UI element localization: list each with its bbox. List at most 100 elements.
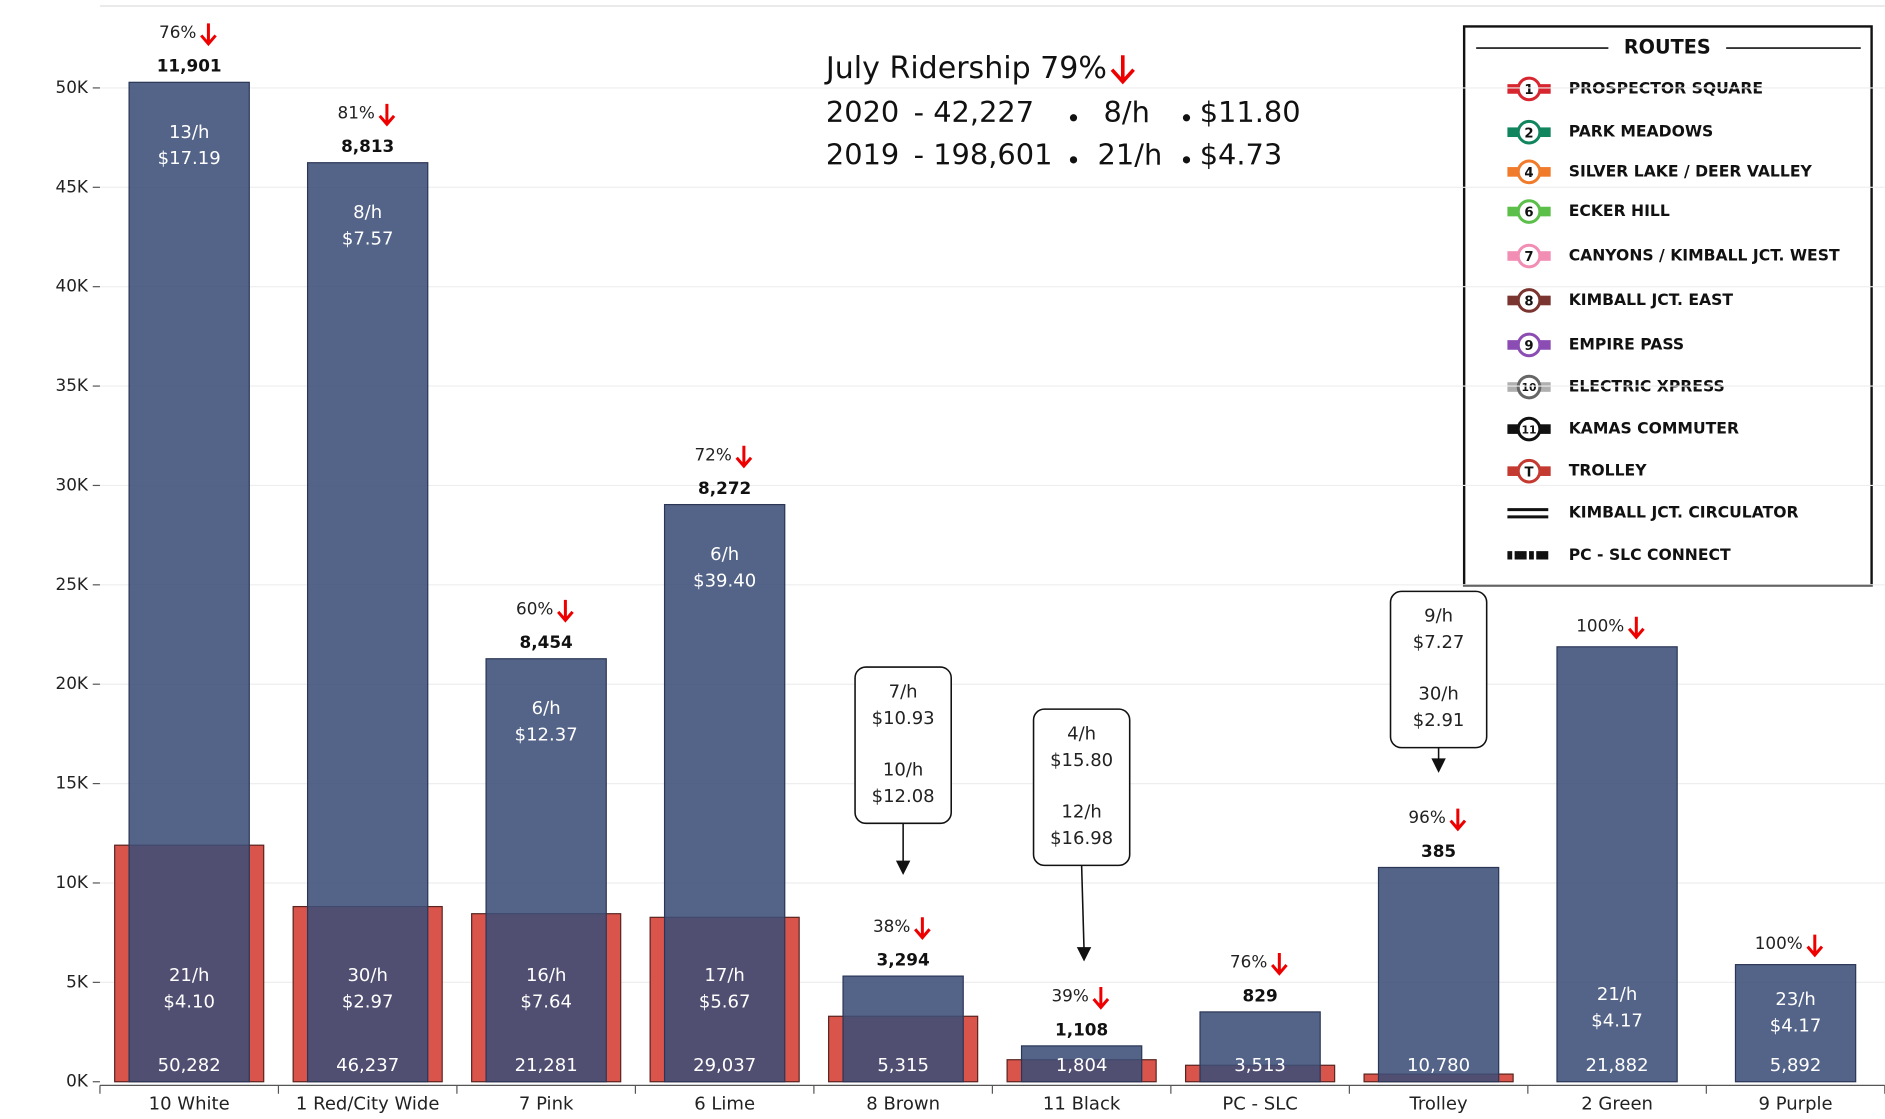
legend-icon xyxy=(1516,416,1542,442)
bar-2019 xyxy=(842,975,964,1083)
bar-note: $12.37 xyxy=(515,725,578,746)
legend-label: CANYONS / KIMBALL JCT. WEST xyxy=(1569,247,1840,265)
legend-label: KIMBALL JCT. EAST xyxy=(1569,291,1734,309)
bar-2019 xyxy=(485,658,607,1083)
bar-value-label: 21,281 xyxy=(515,1055,578,1076)
legend-label: KAMAS COMMUTER xyxy=(1569,420,1739,438)
callout-text: 12/h xyxy=(1061,802,1101,823)
bar-value-label: 11,901 xyxy=(157,56,222,76)
legend-icon-text: 9 xyxy=(1524,339,1533,354)
summary-cost: $4.73 xyxy=(1200,137,1283,171)
callout-text: 9/h xyxy=(1424,606,1453,627)
change-label: 81% xyxy=(338,102,375,122)
change-label: 96% xyxy=(1408,807,1445,827)
summary-rate: 8/h xyxy=(1104,95,1150,129)
down-arrow xyxy=(914,917,931,940)
down-arrow xyxy=(1449,808,1467,832)
bar-2019 xyxy=(1199,1011,1321,1083)
bar-note: 6/h xyxy=(710,544,739,565)
callout-text: 4/h xyxy=(1067,723,1096,744)
callout-arrowhead xyxy=(1431,758,1446,773)
bar-value-label: 3,294 xyxy=(877,949,930,969)
down-arrow xyxy=(1806,934,1824,958)
legend-icon xyxy=(1516,374,1542,400)
bar-value-label: 5,315 xyxy=(877,1055,929,1076)
x-tick-label: 10 White xyxy=(149,1094,230,1115)
bar-note: 21/h xyxy=(1597,984,1637,1005)
y-tick-label: 20K xyxy=(56,673,89,693)
y-tick-label: 25K xyxy=(56,574,89,594)
legend-icon-line xyxy=(1507,508,1549,519)
x-tick-label: PC - SLC xyxy=(1222,1094,1297,1115)
y-tick-label: 35K xyxy=(56,375,89,395)
bar-value-label: 3,513 xyxy=(1234,1055,1286,1076)
summary-rate: 21/h xyxy=(1098,137,1163,171)
y-tick-label: 50K xyxy=(56,77,89,97)
bar-note: 21/h xyxy=(169,965,209,986)
x-tick-label: Trolley xyxy=(1409,1094,1468,1115)
callout-text: $10.93 xyxy=(872,708,935,729)
callout-text: $16.98 xyxy=(1050,828,1113,849)
bar-note: $2.97 xyxy=(342,991,394,1012)
bullet xyxy=(1182,114,1191,122)
bar-note: $5.67 xyxy=(699,991,751,1012)
summary-cost: $11.80 xyxy=(1200,95,1301,129)
change-label: 38% xyxy=(873,916,910,936)
bar-note: $4.17 xyxy=(1770,1015,1822,1036)
bar-note: $4.17 xyxy=(1591,1011,1643,1032)
legend-label: PC - SLC CONNECT xyxy=(1569,546,1731,564)
bar-note: 16/h xyxy=(526,965,566,986)
legend-title: ROUTES xyxy=(1624,36,1711,59)
down-arrow xyxy=(1270,953,1288,976)
bar-note: $7.64 xyxy=(520,991,572,1012)
legend-label: PARK MEADOWS xyxy=(1569,123,1714,141)
bullet xyxy=(1182,156,1191,164)
bar-2019 xyxy=(663,503,786,1083)
callout-arrowhead xyxy=(895,860,911,876)
legend-icon xyxy=(1516,458,1542,484)
callout-text: 10/h xyxy=(883,759,923,780)
summary-title: July Ridership 79% xyxy=(824,51,1107,86)
bar-value-label: 1,804 xyxy=(1056,1055,1108,1076)
y-tick-label: 40K xyxy=(56,276,89,296)
callout-arrowhead xyxy=(1076,947,1092,962)
legend-icon-text: 4 xyxy=(1524,166,1533,181)
bullet xyxy=(1069,156,1078,164)
summary-year: 2019 xyxy=(826,137,899,171)
legend-label: TROLLEY xyxy=(1569,462,1647,480)
y-tick-label: 45K xyxy=(56,176,89,196)
legend-icon xyxy=(1516,159,1542,185)
bar-value-label: 8,454 xyxy=(520,632,573,652)
legend-icon-text: 8 xyxy=(1524,295,1533,310)
legend-label: KIMBALL JCT. CIRCULATOR xyxy=(1569,504,1799,522)
bullet xyxy=(1069,114,1078,122)
change-label: 76% xyxy=(159,22,196,42)
bar-2019 xyxy=(1020,1045,1143,1083)
down-arrow xyxy=(1092,986,1110,1010)
x-tick-label: 8 Brown xyxy=(866,1094,940,1115)
bar-value-label: 21,882 xyxy=(1586,1055,1649,1076)
down-arrow xyxy=(378,103,396,127)
down-arrow xyxy=(557,599,574,623)
bar-value-label: 46,237 xyxy=(336,1055,399,1076)
bar-note: $4.10 xyxy=(163,991,215,1012)
y-tick-label: 10K xyxy=(56,872,89,892)
down-arrow xyxy=(735,445,753,469)
bar-value-label: 829 xyxy=(1243,985,1278,1005)
x-tick-label: 7 Pink xyxy=(519,1094,574,1115)
bar-value-label: 8,813 xyxy=(341,136,394,156)
bar-note: 17/h xyxy=(704,965,744,986)
legend-icon-text: 1 xyxy=(1524,83,1533,98)
change-label: 76% xyxy=(1230,952,1267,972)
summary-riders: - 198,601 xyxy=(914,137,1053,171)
bar-2019 xyxy=(1556,646,1678,1083)
legend-icon-text: 6 xyxy=(1524,206,1533,221)
callout-text: $2.91 xyxy=(1413,710,1465,731)
bar-note: $17.19 xyxy=(158,148,221,169)
legend-label: SILVER LAKE / DEER VALLEY xyxy=(1569,162,1813,180)
change-label: 72% xyxy=(694,444,731,464)
legend-icon-text: 2 xyxy=(1524,126,1533,141)
legend-icon xyxy=(1516,199,1542,224)
